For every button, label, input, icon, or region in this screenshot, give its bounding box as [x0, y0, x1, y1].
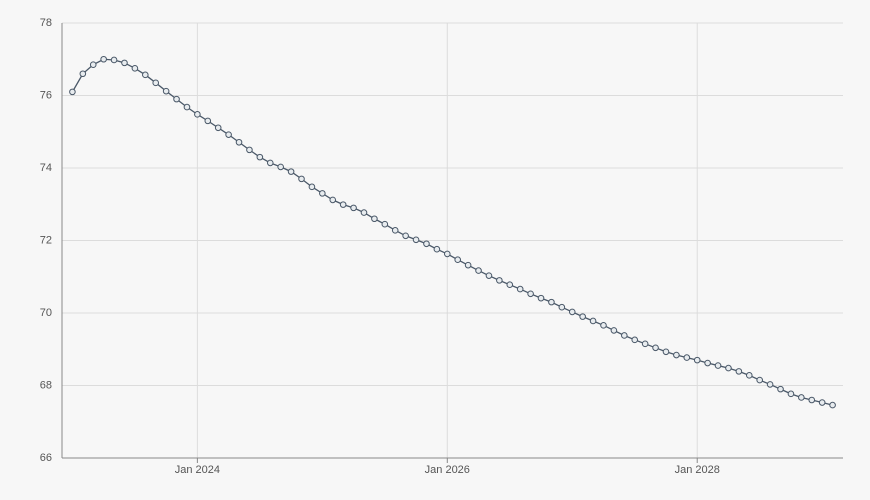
point	[610, 327, 618, 334]
point	[454, 256, 462, 264]
point	[412, 236, 420, 244]
y-tick-label: 76	[40, 89, 52, 101]
point	[152, 79, 160, 87]
y-tick-label: 72	[40, 234, 52, 246]
point	[662, 348, 670, 356]
point	[443, 250, 451, 258]
point	[693, 356, 701, 364]
point	[527, 290, 534, 298]
point	[131, 65, 139, 72]
point	[683, 354, 691, 361]
point	[464, 261, 472, 269]
point	[350, 204, 357, 212]
point	[371, 215, 378, 223]
point	[475, 267, 482, 274]
point	[798, 394, 805, 401]
point	[818, 399, 826, 406]
point	[225, 131, 232, 138]
point	[787, 390, 795, 398]
point	[496, 277, 503, 284]
point	[308, 183, 316, 191]
point	[808, 396, 816, 404]
point	[548, 298, 555, 306]
point	[829, 401, 836, 409]
point	[568, 308, 576, 316]
point	[110, 56, 118, 64]
point	[506, 281, 514, 289]
point	[142, 71, 149, 79]
point	[704, 359, 711, 367]
point	[329, 196, 337, 204]
point	[485, 272, 493, 279]
point	[204, 117, 212, 125]
point	[589, 317, 597, 325]
point	[194, 111, 201, 118]
point	[777, 385, 784, 393]
point	[725, 364, 732, 372]
point	[745, 372, 753, 379]
x-tick-label: Jan 2024	[175, 464, 220, 476]
point	[287, 168, 295, 175]
point	[423, 240, 430, 248]
point	[162, 87, 170, 95]
point	[246, 146, 253, 154]
x-tick-label: Jan 2026	[425, 464, 470, 476]
point	[360, 209, 368, 216]
point	[631, 336, 639, 344]
point	[537, 294, 545, 302]
y-tick-label: 74	[40, 162, 52, 174]
y-tick-label: 66	[40, 452, 52, 464]
point	[298, 175, 305, 183]
point	[673, 351, 680, 359]
y-tick-label: 68	[40, 379, 52, 391]
point	[277, 163, 284, 171]
y-tick-label: 70	[40, 307, 52, 319]
point	[319, 190, 326, 197]
point	[89, 61, 97, 68]
point	[381, 220, 389, 228]
point	[339, 201, 347, 208]
x-tick-label: Jan 2028	[675, 464, 720, 476]
point	[214, 124, 222, 132]
point	[714, 362, 722, 369]
point	[69, 88, 76, 96]
point	[756, 376, 763, 384]
y-tick-label: 78	[40, 17, 52, 29]
point	[391, 227, 399, 234]
point	[235, 138, 243, 146]
point	[121, 59, 128, 67]
point	[652, 344, 659, 352]
point	[766, 381, 774, 388]
point	[579, 313, 586, 320]
point	[433, 245, 441, 253]
point	[266, 159, 274, 167]
point	[516, 285, 524, 293]
point	[600, 322, 607, 329]
point	[79, 70, 87, 78]
point	[641, 340, 649, 348]
point	[173, 95, 180, 103]
point	[183, 103, 191, 111]
point	[735, 368, 743, 375]
point	[621, 332, 628, 339]
point	[402, 232, 409, 240]
point	[558, 303, 566, 311]
point	[256, 153, 264, 161]
point	[100, 55, 107, 63]
